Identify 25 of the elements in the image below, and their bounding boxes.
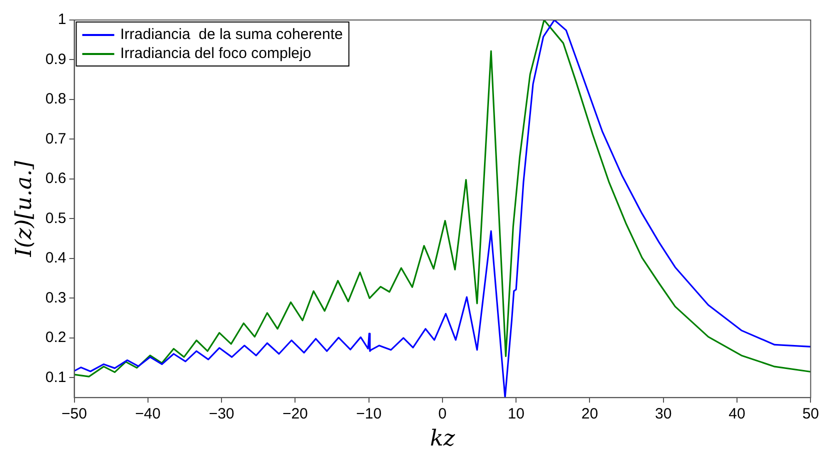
y-axis-title: I(z)[u.a.] [12,160,37,258]
x-tick-label: −10 [356,406,382,423]
legend-label: Irradiancia de la suma coherente [120,26,343,44]
x-axis-title: kz [430,426,456,452]
y-tick-label: 0.5 [45,210,66,227]
x-tick-label: −40 [135,406,161,423]
y-tick-label: 0.1 [45,368,66,386]
y-tick-label: 1 [58,11,66,28]
y-tick-label: 0.4 [45,250,66,267]
x-tick-label: −20 [282,406,308,423]
y-tick-label: 0.3 [45,289,66,306]
y-tick-label: 0.2 [45,329,66,346]
x-tick-label: 50 [802,406,819,423]
x-tick-label: 30 [655,406,672,423]
x-tick-label: −30 [208,406,234,423]
x-tick-label: 20 [581,406,598,423]
x-tick-label: −50 [62,406,87,423]
legend-label: Irradiancia del foco complejo [120,45,312,62]
x-tick-label: 10 [508,406,524,423]
y-tick-label: 0.6 [45,170,66,188]
x-tick-label: 40 [728,406,746,423]
x-tick-label: 0 [438,406,447,423]
y-tick-label: 0.7 [45,130,66,148]
y-tick-label: 0.9 [45,50,66,68]
y-tick-label: 0.8 [45,90,66,108]
